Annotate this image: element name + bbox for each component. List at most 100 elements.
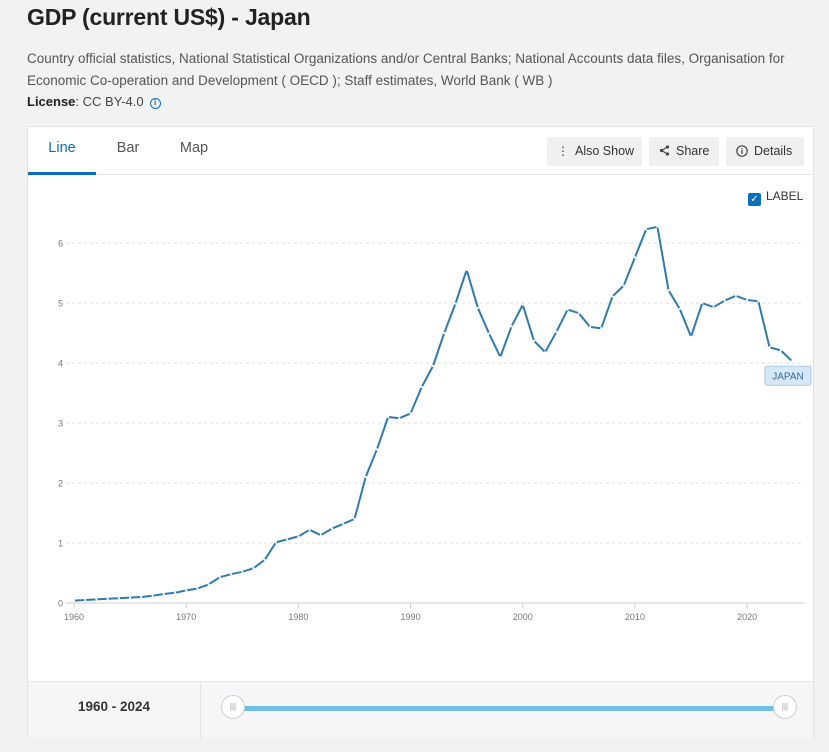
data-point bbox=[342, 522, 345, 525]
data-point bbox=[106, 597, 109, 600]
range-separator: - bbox=[108, 699, 120, 714]
data-point bbox=[319, 534, 322, 537]
also-show-button[interactable]: ⋮ Also Show bbox=[547, 137, 642, 166]
data-point bbox=[286, 538, 289, 541]
license-line: License: CC BY-4.0 i bbox=[27, 94, 161, 109]
page-title: GDP (current US$) - Japan bbox=[27, 4, 311, 30]
tab-line[interactable]: Line bbox=[28, 127, 96, 175]
data-point bbox=[622, 284, 625, 287]
y-tick-label: 5 bbox=[58, 299, 63, 309]
data-point bbox=[712, 306, 715, 309]
data-point bbox=[487, 332, 491, 335]
data-point bbox=[734, 294, 738, 297]
tab-map[interactable]: Map bbox=[179, 140, 209, 156]
series-label-japan: JAPAN bbox=[772, 372, 804, 383]
y-tick-label: 4 bbox=[58, 359, 63, 369]
data-point bbox=[454, 302, 457, 305]
data-point bbox=[723, 299, 726, 302]
data-point bbox=[645, 228, 648, 231]
data-point bbox=[117, 597, 120, 600]
data-point bbox=[611, 295, 614, 298]
data-point bbox=[544, 351, 547, 354]
data-point bbox=[667, 289, 670, 292]
data-point bbox=[218, 576, 221, 579]
data-point bbox=[577, 312, 580, 315]
data-point bbox=[297, 535, 300, 538]
details-label: Details bbox=[754, 144, 793, 158]
x-tick-label: 1990 bbox=[401, 612, 421, 622]
data-point bbox=[443, 331, 446, 335]
series-line-japan bbox=[73, 225, 793, 602]
share-button[interactable]: Share bbox=[649, 137, 719, 166]
data-point bbox=[701, 301, 704, 305]
range-slider-track[interactable] bbox=[233, 706, 785, 711]
y-tick-label: 6 bbox=[58, 239, 63, 249]
data-point bbox=[420, 385, 423, 389]
data-point bbox=[510, 325, 513, 328]
data-point bbox=[431, 364, 435, 368]
license-value: : CC BY-4.0 bbox=[75, 94, 144, 109]
data-point bbox=[398, 417, 401, 420]
series-label-box bbox=[764, 365, 812, 386]
y-tick-label: 1 bbox=[58, 539, 63, 549]
range-slider-start-handle[interactable]: ||| bbox=[221, 695, 245, 719]
data-point bbox=[173, 591, 177, 594]
y-tick-label: 0 bbox=[58, 599, 63, 609]
x-tick-label: 1960 bbox=[64, 612, 84, 622]
label-toggle[interactable]: ✓ LABEL bbox=[748, 189, 803, 206]
data-point bbox=[308, 528, 311, 531]
data-point bbox=[790, 360, 794, 363]
data-point bbox=[162, 592, 165, 596]
data-point bbox=[656, 225, 659, 228]
data-point bbox=[84, 598, 87, 602]
x-tick-label: 2010 bbox=[625, 612, 645, 622]
data-point bbox=[521, 303, 524, 306]
info-circle-icon bbox=[736, 137, 748, 166]
details-button[interactable]: Details bbox=[726, 137, 804, 166]
range-end: 2024 bbox=[120, 699, 151, 714]
line-chart: 0 1 2 3 4 5 6 1960 1970 1980 1990 2000 2010 2020 JAPAN bbox=[58, 225, 812, 622]
license-label: License bbox=[27, 94, 76, 109]
source-text: Country official statistics, National St… bbox=[27, 51, 785, 88]
range-slider-end-handle[interactable]: ||| bbox=[773, 695, 797, 719]
data-point bbox=[207, 583, 210, 586]
data-point bbox=[555, 330, 558, 333]
checkbox-checked-icon[interactable]: ✓ bbox=[748, 193, 761, 206]
data-point bbox=[532, 339, 536, 342]
range-start: 1960 bbox=[77, 699, 108, 714]
data-point bbox=[566, 308, 569, 311]
data-point bbox=[274, 541, 278, 544]
share-icon bbox=[659, 137, 670, 166]
info-icon[interactable]: i bbox=[149, 98, 161, 109]
y-tick-label: 3 bbox=[58, 419, 63, 429]
data-point bbox=[229, 573, 233, 576]
data-point bbox=[151, 594, 154, 597]
data-point bbox=[364, 475, 367, 479]
data-point bbox=[633, 256, 637, 259]
also-show-label: Also Show bbox=[575, 144, 635, 158]
x-tick-label: 1980 bbox=[288, 612, 308, 622]
data-point bbox=[72, 599, 76, 602]
data-point bbox=[387, 415, 390, 419]
data-point bbox=[746, 298, 749, 302]
data-point bbox=[196, 587, 199, 590]
data-point bbox=[375, 448, 379, 451]
y-tick-label: 2 bbox=[58, 479, 63, 489]
x-tick-label: 2020 bbox=[737, 612, 757, 622]
data-point bbox=[779, 349, 782, 352]
data-point bbox=[330, 527, 334, 530]
data-point bbox=[768, 346, 771, 349]
share-label: Share bbox=[676, 144, 710, 158]
range-footer: 1960 - 2024 ||| ||| bbox=[28, 681, 813, 738]
more-vertical-icon: ⋮ bbox=[557, 144, 569, 158]
x-tick-label: 2000 bbox=[513, 612, 533, 622]
data-point bbox=[353, 517, 356, 521]
tab-bar: Line Bar Map ⋮ Also Show Share Details bbox=[28, 127, 813, 175]
data-point bbox=[128, 596, 132, 599]
data-point bbox=[185, 589, 188, 592]
data-point bbox=[600, 327, 603, 330]
data-point bbox=[476, 306, 479, 309]
year-range-text: 1960 - 2024 bbox=[28, 682, 201, 738]
data-point bbox=[252, 567, 255, 570]
tab-bar-chart[interactable]: Bar bbox=[116, 140, 140, 156]
